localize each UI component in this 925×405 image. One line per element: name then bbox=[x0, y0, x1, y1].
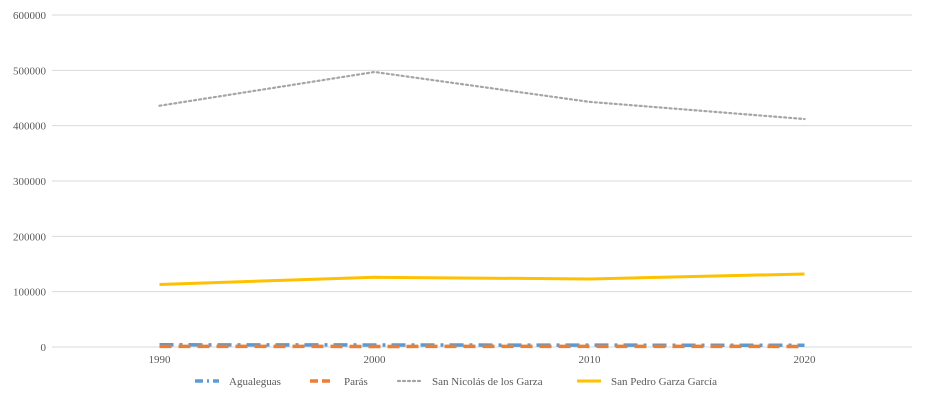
x-tick-label: 2020 bbox=[794, 354, 817, 366]
legend: Agualeguas Parás San Nicolás de los Garza S… bbox=[195, 376, 717, 388]
x-tick-label: 2010 bbox=[579, 354, 602, 366]
legend-label: San Pedro Garza García bbox=[611, 376, 717, 388]
series-lines bbox=[158, 70, 806, 349]
gridlines bbox=[52, 14, 912, 348]
legend-label: Parás bbox=[344, 376, 368, 388]
series-line-3 bbox=[158, 70, 806, 121]
x-tick-label: 2000 bbox=[364, 354, 387, 366]
y-tick-label: 400000 bbox=[13, 121, 47, 133]
y-tick-label: 100000 bbox=[13, 287, 47, 299]
x-tick-label: 1990 bbox=[149, 354, 172, 366]
x-axis-ticks: 1990 2000 2010 2020 bbox=[149, 354, 817, 366]
legend-label: San Nicolás de los Garza bbox=[432, 376, 543, 388]
legend-label: Agualeguas bbox=[229, 376, 281, 388]
y-axis-ticks: 0 100000 200000 300000 400000 500000 600000 bbox=[13, 10, 47, 354]
y-tick-label: 200000 bbox=[13, 231, 47, 243]
y-tick-label: 300000 bbox=[13, 176, 47, 188]
y-tick-label: 600000 bbox=[13, 10, 47, 22]
y-tick-label: 500000 bbox=[13, 65, 47, 77]
y-tick-label: 0 bbox=[41, 342, 47, 354]
series-line-4 bbox=[159, 272, 805, 286]
